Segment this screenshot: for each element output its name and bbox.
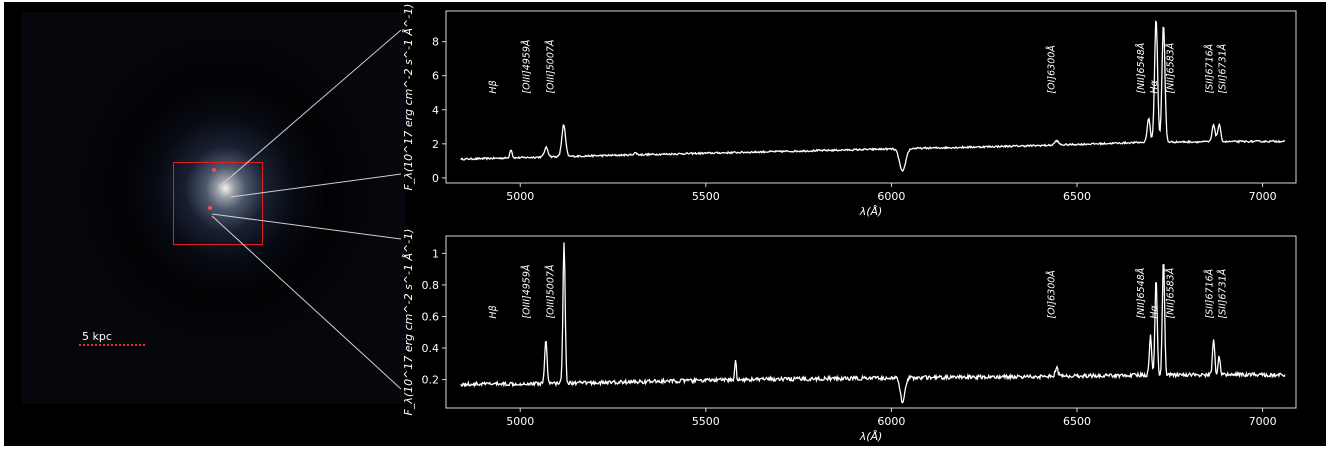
spectrum-top: 5000 5500 6000 6500 7000 0 2 4 6 8 λ(Å) F_λ(10^17 e…: [402, 4, 1297, 218]
x-axis-label: λ(Å): [859, 205, 883, 218]
y-tick-label: 0.6: [422, 310, 440, 323]
scale-bar: [79, 344, 145, 346]
y-tick-label: 1: [432, 247, 439, 260]
x-tick-label: 5000: [506, 190, 534, 203]
emission-line-label: [OIII]4959Å: [521, 40, 533, 94]
connector-line: [218, 29, 402, 188]
emission-line-label: [SII]6716Å: [1203, 269, 1215, 319]
y-tick-label: 0.2: [422, 374, 440, 387]
scale-bar-label: 5 kpc: [82, 330, 112, 343]
plot-frame: [445, 235, 1297, 409]
y-tick-label: 0.8: [422, 279, 440, 292]
nucleus-marker: [212, 168, 216, 172]
connector-line: [230, 173, 402, 198]
x-tick-label: 5000: [506, 415, 534, 428]
connector-line: [211, 213, 402, 240]
spectrum-line: [460, 242, 1286, 404]
y-axis-label: F_λ(10^17 erg cm^-2 s^-1 Å^-1): [402, 229, 415, 416]
emission-line-label: Hβ: [488, 80, 499, 93]
spectrum-line: [460, 20, 1285, 172]
emission-line-label: [OIII]4959Å: [521, 265, 533, 319]
y-tick-label: 6: [432, 70, 439, 83]
x-tick-label: 6500: [1063, 415, 1091, 428]
x-tick-label: 6000: [877, 415, 905, 428]
plot-frame: [445, 10, 1297, 184]
emission-line-label: [NII]6548Å: [1135, 43, 1147, 94]
emission-line-label: [OIII]5007Å: [545, 40, 557, 94]
emission-line-label: Hα: [1149, 79, 1160, 93]
emission-line-label: [SII]6716Å: [1203, 44, 1215, 94]
y-tick-label: 0: [432, 172, 439, 185]
offset-marker: [208, 206, 212, 210]
y-axis-label: F_λ(10^17 erg cm^-2 s^-1 Å^-1): [402, 4, 415, 191]
emission-line-label: [NII]6548Å: [1135, 268, 1147, 319]
x-tick-label: 5500: [692, 190, 720, 203]
connector-line: [211, 215, 402, 390]
x-tick-label: 7000: [1249, 190, 1277, 203]
x-tick-label: 7000: [1249, 415, 1277, 428]
emission-line-label: [OIII]5007Å: [545, 265, 557, 319]
emission-line-label: [OI]6300Å: [1046, 270, 1058, 318]
emission-line-label: [OI]6300Å: [1046, 45, 1058, 93]
x-tick-label: 5500: [692, 415, 720, 428]
figure-panel: 5 kpc 5000 5500 6000 6500 7000 0 2 4 6 8 λ(Å) F_λ(1…: [4, 2, 1326, 446]
spectrum-bottom: 5000 5500 6000 6500 7000 0.2 0.4 0.6 0.8 1 λ(Å) F_λ…: [402, 229, 1297, 443]
y-tick-label: 2: [432, 138, 439, 151]
y-tick-label: 4: [432, 104, 439, 117]
x-axis-label: λ(Å): [859, 430, 883, 443]
y-tick-label: 8: [432, 36, 439, 49]
x-tick-label: 6500: [1063, 190, 1091, 203]
zoom-connector-lines: [208, 29, 402, 390]
galaxy-image: 5 kpc: [22, 12, 406, 404]
emission-line-label: [SII]6731Å: [1216, 269, 1228, 319]
emission-line-label: Hα: [1149, 304, 1160, 318]
x-tick-label: 6000: [877, 190, 905, 203]
emission-line-label: [NII]6583Å: [1165, 43, 1177, 94]
y-tick-label: 0.4: [422, 342, 440, 355]
emission-line-label: [SII]6731Å: [1216, 44, 1228, 94]
zoom-region-box: [173, 162, 263, 245]
emission-line-label: Hβ: [488, 305, 499, 318]
emission-line-label: [NII]6583Å: [1165, 268, 1177, 319]
